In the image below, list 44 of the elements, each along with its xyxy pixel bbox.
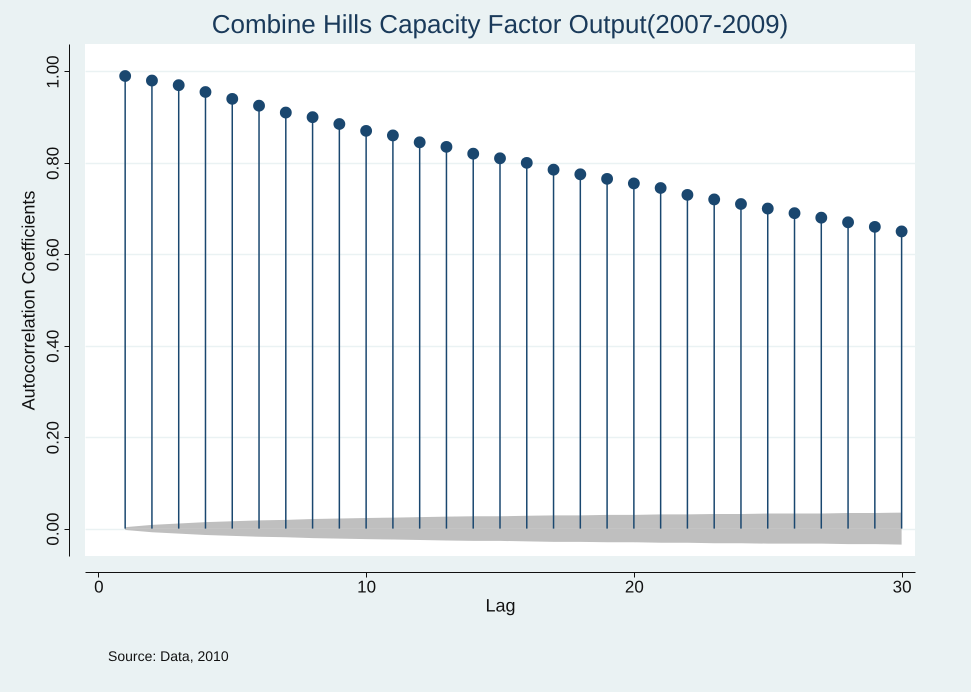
point xyxy=(200,86,212,98)
point xyxy=(762,202,774,214)
y-tick-label: 1.00 xyxy=(44,55,62,88)
point xyxy=(172,79,185,92)
point xyxy=(520,156,533,169)
point xyxy=(735,198,747,210)
point xyxy=(253,100,265,112)
point xyxy=(360,124,372,137)
y-tick-label: 0.40 xyxy=(44,330,62,363)
point xyxy=(414,136,426,148)
x-tick-label: 20 xyxy=(624,578,644,596)
point xyxy=(467,148,480,160)
y-tick-label: 0.80 xyxy=(44,146,62,180)
chart-title: Combine Hills Capacity Factor Output(2007-2009) xyxy=(212,9,788,39)
y-tick-label: 0.60 xyxy=(44,238,62,272)
point xyxy=(601,172,614,185)
y-tick-label: 0.00 xyxy=(44,512,62,546)
point xyxy=(628,178,640,190)
point xyxy=(682,188,694,201)
y-tick-label: 0.20 xyxy=(44,421,62,454)
point xyxy=(788,207,800,220)
x-tick-label: 0 xyxy=(94,578,104,596)
point xyxy=(815,212,828,224)
point xyxy=(306,111,318,124)
point xyxy=(280,106,292,118)
x-tick-label: 30 xyxy=(892,578,912,596)
y-axis-title: Autocorrelation Coefficients xyxy=(18,190,38,410)
point xyxy=(548,164,560,176)
point xyxy=(896,226,908,238)
point xyxy=(386,130,399,142)
point xyxy=(574,168,586,180)
point xyxy=(226,92,238,105)
point xyxy=(333,118,346,130)
point xyxy=(868,220,881,233)
x-tick-label: 10 xyxy=(357,578,376,596)
point xyxy=(494,152,506,164)
point xyxy=(440,140,452,153)
point xyxy=(708,194,720,206)
point xyxy=(654,182,667,194)
source-note: Source: Data, 2010 xyxy=(108,648,229,664)
point xyxy=(842,216,854,228)
point xyxy=(119,70,132,82)
point xyxy=(146,74,158,86)
x-axis-title: Lag xyxy=(485,596,516,616)
